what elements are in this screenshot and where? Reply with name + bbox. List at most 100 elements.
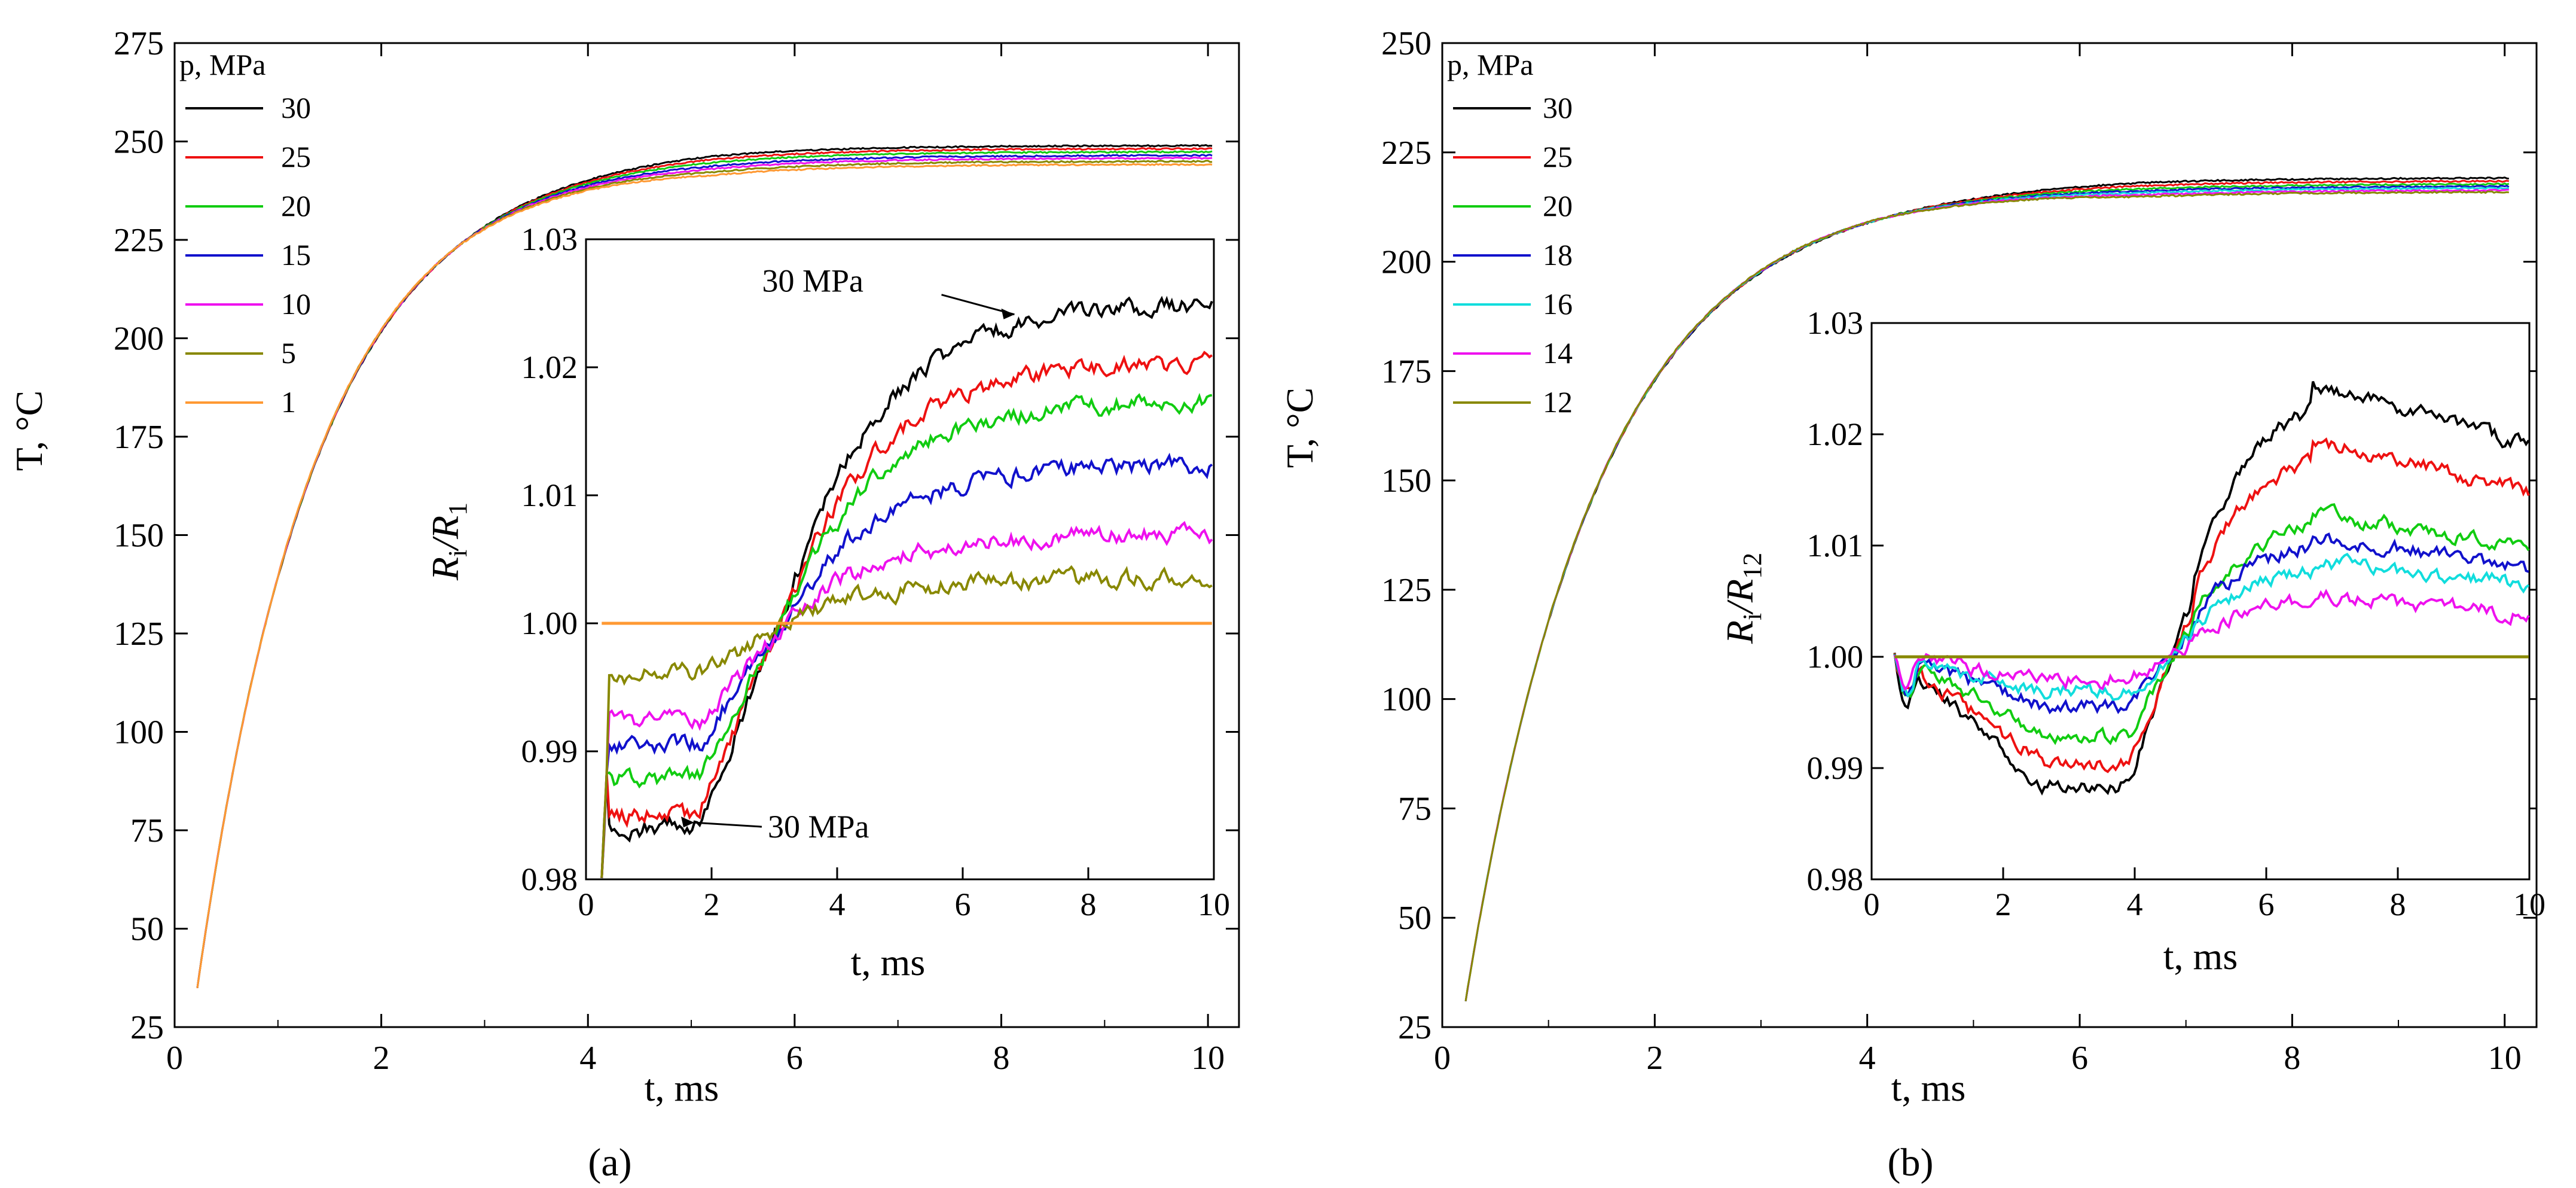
inset-chart: 0 2 4 6 8 10 0.98 0.99 1.00 1.01 1.02 1.03 t, ms Ri/R… bbox=[424, 221, 1230, 983]
y-tick-label: 25 bbox=[130, 1009, 164, 1046]
y-tick-label: 250 bbox=[1381, 25, 1432, 62]
x-tick-label: 10 bbox=[2488, 1040, 2522, 1077]
legend-label: 20 bbox=[1543, 189, 1573, 223]
x-axis-label: t, ms bbox=[645, 1067, 719, 1109]
x-tick-label: 0 bbox=[166, 1040, 183, 1077]
x-tick-label: 4 bbox=[1859, 1040, 1876, 1077]
inset-y-tick-label: 1.02 bbox=[1807, 416, 1864, 452]
inset-x-tick-label: 6 bbox=[955, 887, 971, 922]
y-tick-label: 200 bbox=[114, 321, 164, 358]
y-tick-label: 100 bbox=[1381, 681, 1432, 718]
series-line-12 bbox=[1464, 190, 2510, 1001]
inset-y-tick-label: 1.02 bbox=[521, 349, 578, 385]
legend-title: p, MPa bbox=[179, 48, 265, 81]
inset-y-tick-label: 1.01 bbox=[521, 477, 578, 513]
annotation-label: 30 MPa bbox=[768, 809, 869, 845]
inset-y-axis-label: Ri/R12 bbox=[1719, 553, 1767, 644]
inset-series-line-30 bbox=[1893, 380, 2530, 796]
x-tick-label: 10 bbox=[1191, 1040, 1225, 1077]
inset-y-tick-label: 0.99 bbox=[1807, 750, 1864, 786]
legend-label: 25 bbox=[1543, 140, 1573, 173]
inset-y-tick-label: 1.01 bbox=[1807, 528, 1864, 563]
legend-label: 18 bbox=[1543, 238, 1573, 272]
y-tick-label: 250 bbox=[114, 124, 164, 161]
y-tick-label: 75 bbox=[130, 812, 164, 849]
legend-label: 12 bbox=[1543, 385, 1573, 419]
annotation-arrow bbox=[694, 821, 762, 828]
x-tick-label: 8 bbox=[2284, 1040, 2300, 1077]
y-tick-label: 200 bbox=[1381, 244, 1432, 281]
legend-label: 16 bbox=[1543, 287, 1573, 321]
x-tick-label: 2 bbox=[373, 1040, 390, 1077]
inset-chart: 0 2 4 6 8 10 0.98 0.99 1.00 1.01 1.02 1.03 t, ms Ri/R… bbox=[1719, 305, 2546, 977]
legend-label: 30 bbox=[281, 91, 311, 124]
inset-x-tick-label: 10 bbox=[2513, 887, 2546, 922]
inset-x-tick-label: 0 bbox=[578, 887, 594, 922]
y-tick-label: 275 bbox=[114, 25, 164, 62]
y-tick-label: 125 bbox=[1381, 572, 1432, 609]
y-tick-label: 175 bbox=[114, 419, 164, 456]
legend-label: 15 bbox=[281, 238, 311, 272]
inset-x-tick-label: 4 bbox=[829, 887, 846, 922]
legend-label: 1 bbox=[281, 385, 296, 419]
y-tick-label: 25 bbox=[1398, 1009, 1432, 1046]
y-tick-label: 50 bbox=[1398, 900, 1432, 937]
series-line-1 bbox=[196, 163, 1213, 988]
y-axis-label: T, °C bbox=[8, 391, 50, 471]
inset-y-tick-label: 1.00 bbox=[1807, 639, 1864, 675]
y-tick-label: 75 bbox=[1398, 790, 1432, 827]
inset-series-line-18 bbox=[1893, 532, 2529, 715]
legend-label: 20 bbox=[281, 189, 311, 223]
y-tick-label: 175 bbox=[1381, 353, 1432, 390]
inset-series-line-25 bbox=[1893, 437, 2530, 773]
legend-title: p, MPa bbox=[1447, 48, 1533, 81]
panel-caption: (a) bbox=[588, 1141, 631, 1184]
inset-series-line-15 bbox=[600, 452, 1213, 878]
y-tick-label: 150 bbox=[1381, 462, 1432, 499]
x-tick-label: 6 bbox=[2071, 1040, 2088, 1077]
x-tick-label: 6 bbox=[786, 1040, 803, 1077]
legend-label: 5 bbox=[281, 336, 296, 370]
y-tick-label: 150 bbox=[114, 517, 164, 555]
inset-x-tick-label: 10 bbox=[1198, 887, 1230, 922]
annotation-arrowhead bbox=[1001, 308, 1015, 319]
inset-y-tick-label: 1.03 bbox=[521, 221, 578, 257]
inset-y-label-part: 1 bbox=[443, 502, 472, 516]
inset-x-tick-label: 6 bbox=[2258, 887, 2275, 922]
inset-y-label-part: /R bbox=[1719, 579, 1761, 615]
inset-y-label-part: i bbox=[443, 550, 472, 557]
inset-series-line-14 bbox=[1893, 589, 2530, 692]
annotation-label: 30 MPa bbox=[762, 263, 864, 299]
inset-y-tick-label: 1.03 bbox=[1807, 305, 1864, 341]
inset-series-line-5 bbox=[600, 565, 1213, 878]
inset-y-axis-label: Ri/R1 bbox=[424, 502, 472, 581]
panel-a: 0 2 4 6 8 10255075100125150175200225250275T, … bbox=[8, 25, 1240, 1184]
inset-y-label-part: /R bbox=[424, 516, 466, 552]
panel-caption: (b) bbox=[1888, 1141, 1934, 1184]
y-tick-label: 225 bbox=[1381, 135, 1432, 172]
y-tick-label: 125 bbox=[114, 616, 164, 653]
inset-y-label-part: 12 bbox=[1738, 553, 1767, 579]
inset-series-line-20 bbox=[600, 392, 1213, 878]
legend-label: 30 bbox=[1543, 91, 1573, 124]
annotation-arrowhead bbox=[681, 817, 694, 828]
inset-x-axis-label: t, ms bbox=[2163, 935, 2238, 977]
inset-y-tick-label: 0.99 bbox=[521, 733, 578, 769]
inset-y-label-part: R bbox=[424, 557, 466, 581]
y-tick-label: 50 bbox=[130, 911, 164, 948]
x-axis-label: t, ms bbox=[1891, 1067, 1965, 1109]
y-axis-label: T, °C bbox=[1278, 388, 1321, 468]
legend-label: 10 bbox=[281, 287, 311, 321]
inset-x-tick-label: 8 bbox=[1081, 887, 1097, 922]
y-tick-label: 225 bbox=[114, 222, 164, 259]
x-tick-label: 4 bbox=[579, 1040, 596, 1077]
legend-label: 14 bbox=[1543, 336, 1573, 370]
legend-label: 25 bbox=[281, 140, 311, 173]
inset-series-line-25 bbox=[600, 351, 1213, 879]
inset-y-tick-label: 0.98 bbox=[521, 861, 578, 897]
inset-x-tick-label: 0 bbox=[1864, 887, 1880, 922]
x-tick-label: 0 bbox=[1434, 1040, 1451, 1077]
inset-y-label-part: R bbox=[1719, 620, 1761, 644]
